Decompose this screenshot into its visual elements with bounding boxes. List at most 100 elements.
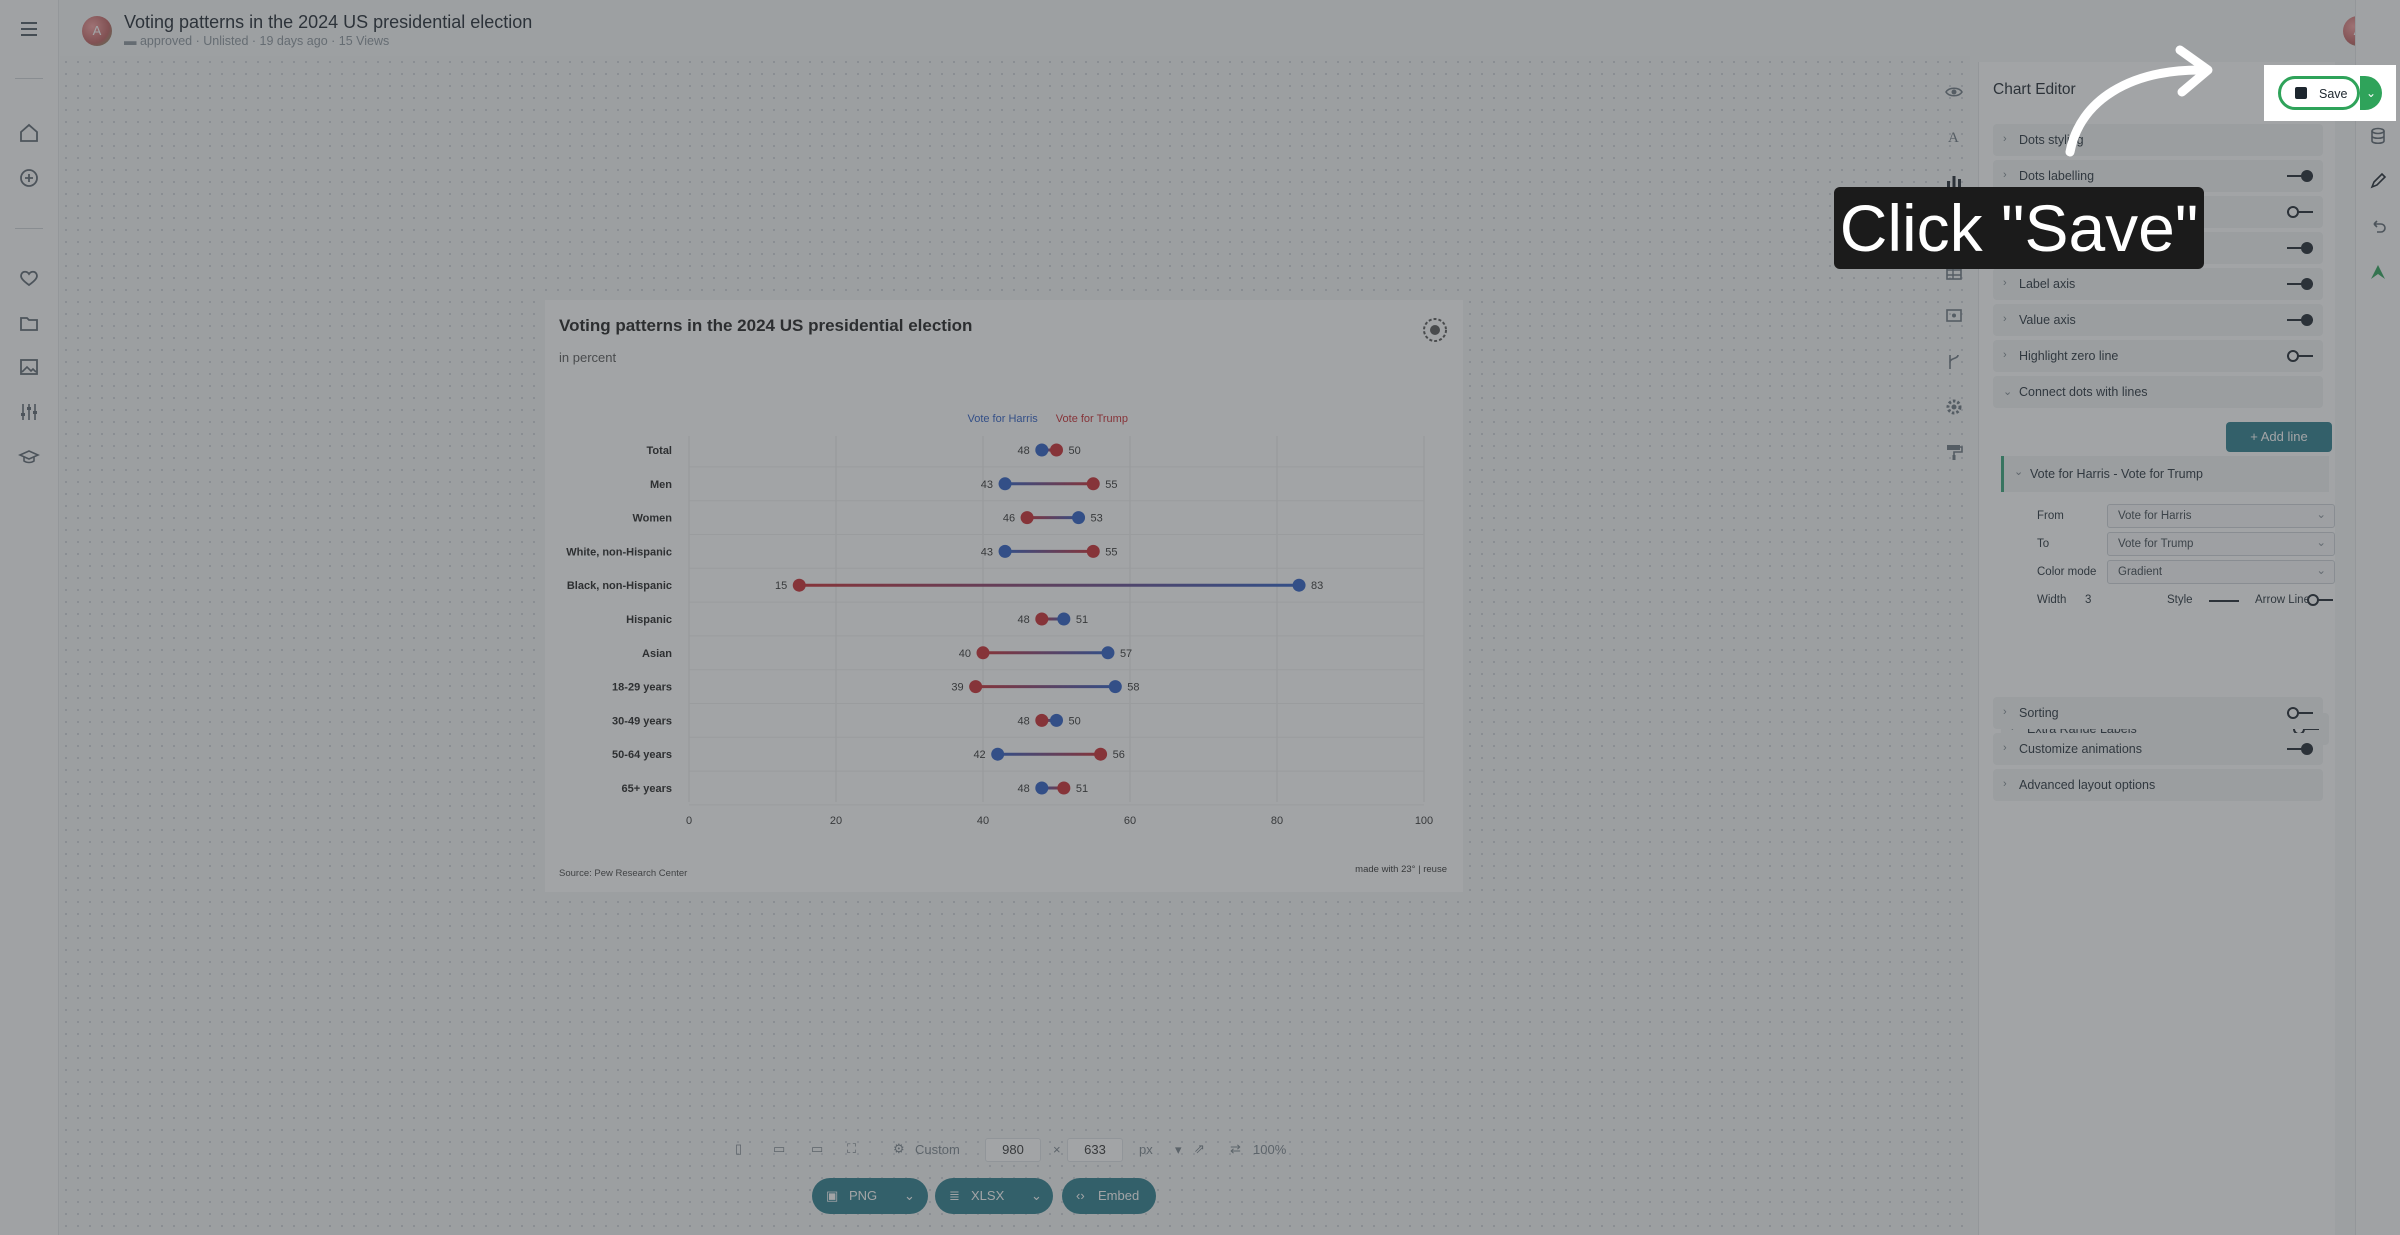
section-value-axis[interactable]: › Value axis bbox=[1993, 304, 2323, 336]
chevron-down-icon[interactable]: ⌄ bbox=[904, 1188, 915, 1203]
from-select[interactable]: Vote for Harris bbox=[2107, 504, 2335, 528]
animations-toggle[interactable] bbox=[2287, 742, 2313, 756]
value-axis-toggle[interactable] bbox=[2287, 313, 2313, 327]
embed-button[interactable]: ‹› Embed bbox=[1062, 1178, 1156, 1214]
embed-label: Embed bbox=[1098, 1188, 1140, 1203]
category-label: Asian bbox=[642, 648, 672, 660]
label-axis-toggle[interactable] bbox=[2287, 277, 2313, 291]
table-icon[interactable] bbox=[1944, 262, 1964, 282]
tablet-size-icon[interactable]: ▭ bbox=[773, 1141, 786, 1156]
page-title: Voting patterns in the 2024 US president… bbox=[124, 12, 533, 32]
dots-labelling-toggle[interactable] bbox=[2287, 169, 2313, 183]
graduation-cap-icon[interactable] bbox=[18, 446, 40, 468]
save-label: Save bbox=[2319, 87, 2348, 101]
mobile-size-icon[interactable]: ▯ bbox=[735, 1141, 743, 1156]
folder-icon[interactable] bbox=[18, 312, 40, 334]
section-label: Label axis bbox=[2019, 277, 2076, 291]
export-png-button[interactable]: ▣ PNG ⌄ bbox=[812, 1178, 928, 1214]
annotation-icon[interactable] bbox=[1944, 307, 1964, 327]
bar-chart-icon[interactable] bbox=[1944, 172, 1964, 192]
hamburger-menu-icon[interactable] bbox=[18, 18, 40, 40]
png-label: PNG bbox=[849, 1188, 878, 1203]
folder-name[interactable]: approved bbox=[139, 34, 193, 48]
chevron-down-icon[interactable]: ⌄ bbox=[1031, 1188, 1042, 1203]
avatar[interactable]: A bbox=[82, 16, 112, 46]
line-header[interactable]: Vote for Harris - Vote for Trump ⌄ bbox=[2001, 456, 2329, 492]
times-label: × bbox=[1053, 1142, 1061, 1157]
code-icon: ‹› bbox=[1076, 1188, 1085, 1203]
height-input[interactable]: 633 bbox=[1067, 1138, 1123, 1162]
image-icon[interactable] bbox=[18, 356, 40, 378]
dot-harris bbox=[1050, 713, 1063, 727]
section-sorting[interactable]: › Sorting bbox=[1993, 697, 2323, 729]
resize-icon[interactable]: ⇄ bbox=[1230, 1141, 1241, 1156]
brand-logo-icon[interactable] bbox=[2368, 262, 2388, 282]
section-label: Sorting bbox=[2019, 706, 2059, 720]
section-connect-dots[interactable]: ⌄ Connect dots with lines bbox=[1993, 376, 2323, 408]
value-label-harris: 83 bbox=[1311, 580, 1323, 592]
section-customize-animations[interactable]: › Customize animations bbox=[1993, 733, 2323, 765]
tutorial-callout: Click "Save" bbox=[1834, 187, 2204, 269]
branch-icon[interactable] bbox=[1944, 352, 1964, 372]
dot-harris bbox=[991, 747, 1005, 761]
database-icon[interactable] bbox=[2368, 126, 2388, 146]
fullscreen-icon[interactable]: ⛶ bbox=[847, 1141, 857, 1156]
section-label-axis[interactable]: › Label axis bbox=[1993, 268, 2323, 300]
highlight-zero-line-toggle[interactable] bbox=[2287, 349, 2313, 363]
add-line-button[interactable]: + Add line bbox=[2226, 422, 2332, 452]
add-circle-icon[interactable] bbox=[18, 167, 40, 189]
sliders-icon[interactable] bbox=[18, 401, 40, 423]
chart-credit[interactable]: made with 23° | reuse bbox=[1355, 864, 1447, 875]
paint-roller-icon[interactable] bbox=[1944, 442, 1964, 462]
eye-icon[interactable] bbox=[1944, 82, 1964, 102]
size-preset[interactable]: Custom bbox=[915, 1142, 960, 1157]
dot-trump bbox=[1050, 443, 1063, 457]
pencil-icon[interactable] bbox=[2368, 171, 2388, 191]
link-icon[interactable]: ⇗ bbox=[1194, 1141, 1205, 1156]
color-mode-select[interactable]: Gradient bbox=[2107, 560, 2335, 584]
width-input[interactable]: 3 bbox=[2085, 594, 2092, 606]
editor-title: Chart Editor bbox=[1993, 81, 2076, 98]
category-label: Total bbox=[647, 445, 672, 457]
chevron-down-icon: ⌄ bbox=[2014, 466, 2024, 478]
category-label: 30-49 years bbox=[612, 715, 672, 727]
chevron-down-icon: ⌄ bbox=[2003, 386, 2013, 398]
section-toggle[interactable] bbox=[2287, 205, 2313, 219]
export-xlsx-button[interactable]: ≣ XLSX ⌄ bbox=[935, 1178, 1053, 1214]
section-dots-labelling[interactable]: › Dots labelling bbox=[1993, 160, 2323, 192]
save-button[interactable]: Save bbox=[2278, 76, 2360, 110]
gear-icon[interactable] bbox=[1944, 397, 1964, 417]
value-label-harris: 53 bbox=[1091, 513, 1103, 525]
heart-icon[interactable] bbox=[18, 267, 40, 289]
line-style-picker[interactable] bbox=[2209, 600, 2239, 602]
section-toggle[interactable] bbox=[2287, 241, 2313, 255]
gear-icon[interactable]: ⚙ bbox=[893, 1141, 905, 1156]
unit-select[interactable]: px bbox=[1139, 1142, 1153, 1157]
section-advanced-layout[interactable]: › Advanced layout options bbox=[1993, 769, 2323, 801]
undo-icon[interactable] bbox=[2368, 216, 2388, 236]
logo-23-icon bbox=[1423, 318, 1447, 342]
sorting-toggle[interactable] bbox=[2287, 706, 2313, 720]
value-label-harris: 48 bbox=[1018, 445, 1030, 457]
section-dots-styling[interactable]: › Dots styling bbox=[1993, 124, 2323, 156]
to-select[interactable]: Vote for Trump bbox=[2107, 532, 2335, 556]
laptop-size-icon[interactable]: ▭ bbox=[811, 1141, 824, 1156]
dot-trump bbox=[969, 680, 983, 694]
chevron-down-icon[interactable]: ▾ bbox=[1175, 1142, 1182, 1157]
arrow-line-toggle[interactable] bbox=[2307, 593, 2333, 607]
home-icon[interactable] bbox=[18, 122, 40, 144]
divider bbox=[15, 228, 43, 229]
color-mode-label: Color mode bbox=[2037, 566, 2097, 578]
x-tick-label: 60 bbox=[1124, 815, 1136, 827]
width-input[interactable]: 980 bbox=[985, 1138, 1041, 1162]
chevron-right-icon: › bbox=[2003, 133, 2007, 145]
value-label-harris: 51 bbox=[1076, 614, 1088, 626]
category-label: Hispanic bbox=[626, 614, 672, 626]
save-dropdown-button[interactable]: ⌄ bbox=[2360, 76, 2382, 110]
text-icon[interactable]: A bbox=[1944, 126, 1964, 146]
folder-icon: ▬ bbox=[124, 34, 137, 48]
image-icon: ▣ bbox=[826, 1188, 839, 1203]
chart-title: Voting patterns in the 2024 US president… bbox=[559, 316, 973, 335]
section-highlight-zero-line[interactable]: › Highlight zero line bbox=[1993, 340, 2323, 372]
size-toolbar: ▯ ▭ ▭ ⛶ ⚙ Custom 980 × 633 px ▾ ⇗ ⇄ 100% bbox=[735, 1138, 1295, 1162]
